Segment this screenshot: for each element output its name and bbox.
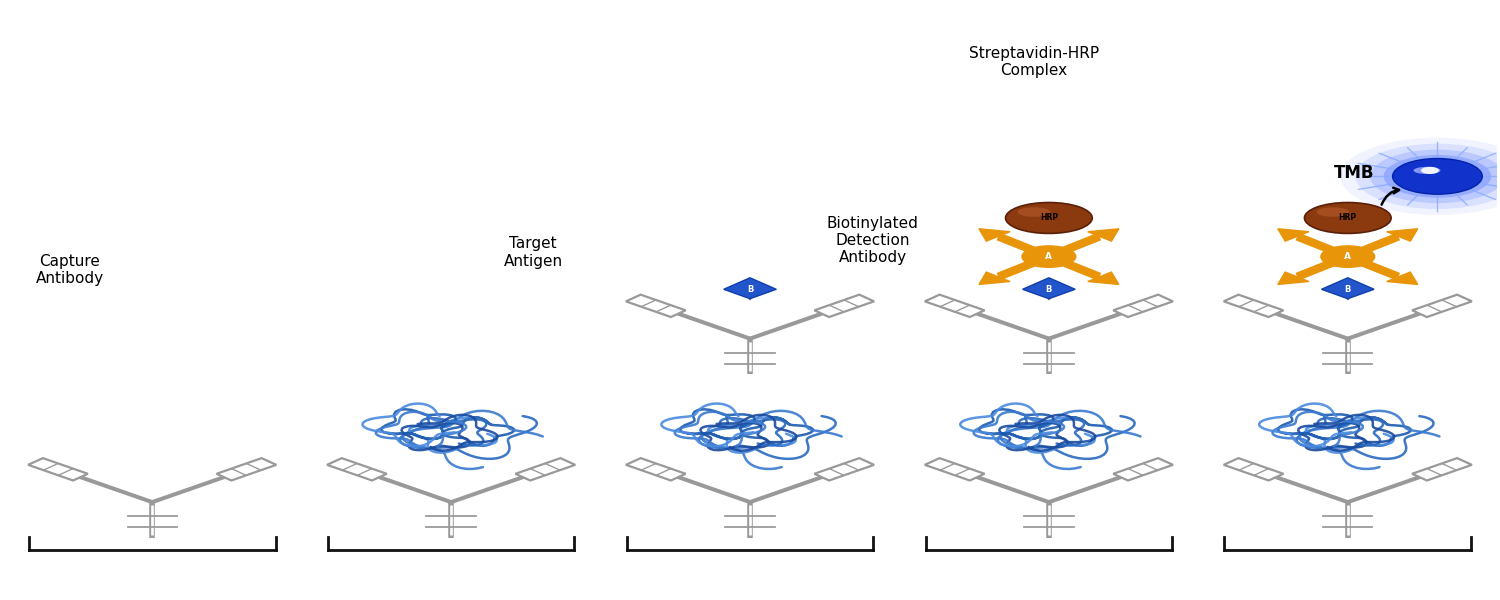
Polygon shape <box>626 458 686 481</box>
Polygon shape <box>815 295 874 317</box>
Ellipse shape <box>1305 203 1390 233</box>
Text: HRP: HRP <box>1040 214 1058 223</box>
Polygon shape <box>1322 278 1374 299</box>
Circle shape <box>1341 138 1500 215</box>
Polygon shape <box>516 458 574 481</box>
Text: Streptavidin-HRP
Complex: Streptavidin-HRP Complex <box>969 46 1100 79</box>
Text: Capture
Antibody: Capture Antibody <box>36 254 104 286</box>
Polygon shape <box>1412 295 1472 317</box>
Text: B: B <box>1046 285 1052 294</box>
Text: HRP: HRP <box>1338 214 1358 223</box>
Polygon shape <box>1023 278 1076 299</box>
Polygon shape <box>926 295 984 317</box>
Circle shape <box>1356 143 1500 209</box>
Ellipse shape <box>1413 167 1440 174</box>
Circle shape <box>1370 149 1500 203</box>
Ellipse shape <box>1017 207 1050 217</box>
Text: A: A <box>1046 252 1053 261</box>
Circle shape <box>1383 155 1491 198</box>
Polygon shape <box>1113 458 1173 481</box>
Polygon shape <box>28 458 88 481</box>
Polygon shape <box>1278 272 1310 284</box>
Polygon shape <box>216 458 276 481</box>
Circle shape <box>1022 246 1076 268</box>
Polygon shape <box>1224 295 1284 317</box>
Polygon shape <box>980 272 1010 284</box>
Circle shape <box>1392 158 1482 194</box>
Polygon shape <box>1412 458 1472 481</box>
Ellipse shape <box>1317 207 1350 217</box>
Polygon shape <box>1386 229 1417 241</box>
Text: B: B <box>1344 285 1352 294</box>
Polygon shape <box>626 295 686 317</box>
Polygon shape <box>815 458 874 481</box>
Text: A: A <box>1344 252 1352 261</box>
Circle shape <box>1420 167 1438 174</box>
Polygon shape <box>1088 229 1119 241</box>
Polygon shape <box>1278 229 1310 241</box>
Polygon shape <box>926 458 984 481</box>
Polygon shape <box>1088 272 1119 284</box>
Polygon shape <box>980 229 1010 241</box>
Ellipse shape <box>1005 203 1092 233</box>
Text: TMB: TMB <box>1334 164 1374 182</box>
Text: Target
Antigen: Target Antigen <box>504 236 562 269</box>
Polygon shape <box>1113 295 1173 317</box>
Polygon shape <box>1224 458 1284 481</box>
Polygon shape <box>723 278 777 299</box>
Text: B: B <box>747 285 753 294</box>
Polygon shape <box>1386 272 1417 284</box>
Circle shape <box>1322 246 1374 268</box>
Text: Biotinylated
Detection
Antibody: Biotinylated Detection Antibody <box>827 215 918 265</box>
Polygon shape <box>327 458 387 481</box>
